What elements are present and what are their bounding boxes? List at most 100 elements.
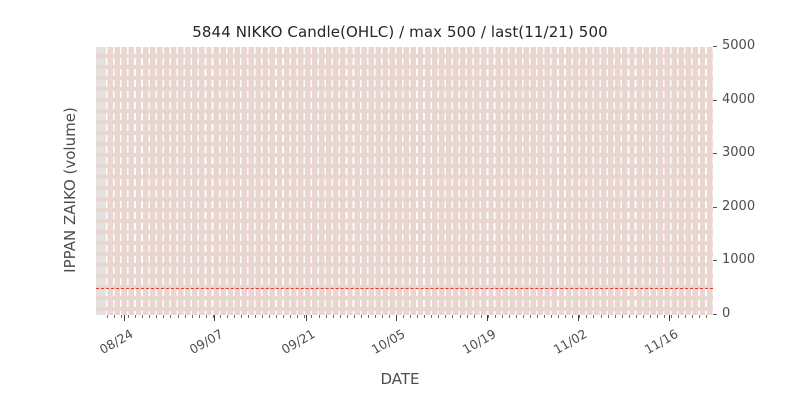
x-axis-minor-tick <box>283 315 285 318</box>
x-axis-minor-tick <box>671 315 672 318</box>
y-axis-tick-label: 4000 <box>722 91 756 107</box>
y-axis-tick-mark <box>713 46 717 47</box>
y-axis-tick-mark <box>713 153 717 155</box>
x-axis-minor-tick <box>614 315 616 318</box>
x-axis-minor-tick <box>445 315 447 318</box>
x-axis-major-tick <box>123 315 125 321</box>
x-axis-minor-tick <box>607 315 609 318</box>
x-axis-minor-tick <box>367 315 369 318</box>
x-axis-minor-tick <box>417 315 419 318</box>
x-axis-minor-tick <box>240 315 242 318</box>
x-axis-minor-tick <box>346 315 348 318</box>
x-axis-minor-tick <box>107 315 108 318</box>
y-axis-tick-label: 3000 <box>722 145 756 161</box>
x-axis-minor-tick <box>431 315 433 318</box>
x-axis-minor-tick <box>579 315 581 318</box>
x-axis-minor-tick <box>706 315 708 318</box>
y-axis-tick-mark <box>713 99 717 101</box>
x-axis-title: DATE <box>380 370 420 388</box>
x-axis-minor-tick <box>389 315 390 318</box>
x-axis-minor-tick <box>501 315 503 318</box>
x-axis-tick-label: 10/05 <box>369 326 408 358</box>
x-axis-minor-tick <box>262 315 264 318</box>
chart-title: 5844 NIKKO Candle(OHLC) / max 500 / last… <box>192 23 608 41</box>
x-axis-minor-tick <box>163 315 165 318</box>
x-axis-minor-tick <box>226 315 228 318</box>
x-axis-major-tick <box>214 315 216 321</box>
x-axis-minor-tick <box>191 315 193 318</box>
x-axis-minor-tick <box>593 315 595 318</box>
x-axis-minor-tick <box>135 315 137 318</box>
x-axis-minor-tick <box>586 315 588 318</box>
x-axis-minor-tick <box>121 315 123 318</box>
x-axis-minor-tick <box>635 315 637 318</box>
x-axis-minor-tick <box>621 315 623 318</box>
x-axis-minor-tick <box>255 315 257 318</box>
x-axis-minor-tick <box>452 315 454 318</box>
x-axis-minor-tick <box>374 315 376 318</box>
y-axis-tick-mark <box>713 260 717 262</box>
x-axis-minor-tick <box>649 315 651 318</box>
vertical-gridlines <box>106 47 713 315</box>
y-axis-tick-label: 1000 <box>722 252 756 268</box>
x-axis-tick-label: 10/19 <box>459 326 499 358</box>
x-axis-minor-tick <box>304 315 306 318</box>
x-axis-minor-tick <box>692 315 694 318</box>
x-axis-minor-tick <box>678 315 680 318</box>
x-axis-tick-label: 09/07 <box>187 326 226 358</box>
x-axis-minor-tick <box>438 315 440 318</box>
plot-left-margin-band <box>96 47 106 315</box>
x-axis-minor-tick <box>198 315 200 318</box>
max-level-reference-line <box>96 288 713 290</box>
x-axis-minor-tick <box>276 315 278 318</box>
x-axis-minor-tick <box>212 315 214 318</box>
x-axis-minor-tick <box>494 315 496 318</box>
x-axis-tick-label: 09/21 <box>278 326 318 358</box>
x-axis-minor-tick <box>219 315 221 318</box>
x-axis-minor-tick <box>142 315 144 318</box>
x-axis-minor-tick <box>685 315 687 318</box>
x-axis-major-tick <box>487 315 489 321</box>
x-axis-minor-tick <box>332 315 334 318</box>
x-axis-minor-tick <box>600 315 602 318</box>
x-axis-minor-tick <box>515 315 517 318</box>
x-axis-minor-tick <box>149 315 151 318</box>
x-axis-minor-tick <box>290 315 292 318</box>
x-axis-minor-tick <box>663 315 665 318</box>
x-axis-minor-tick <box>459 315 461 318</box>
y-axis-tick-label: 2000 <box>722 198 756 214</box>
x-axis-minor-tick <box>487 315 489 318</box>
y-axis-tick-mark <box>713 314 717 315</box>
x-axis-minor-tick <box>339 315 341 318</box>
x-axis-minor-tick <box>544 315 546 318</box>
x-axis-minor-tick <box>699 315 701 318</box>
x-axis-minor-tick <box>177 315 179 318</box>
x-axis-major-tick <box>305 315 307 321</box>
x-axis-minor-tick <box>325 315 327 318</box>
x-axis-minor-tick <box>233 315 235 318</box>
x-axis-tick-label: 08/24 <box>96 326 136 358</box>
y-axis-tick-label: 0 <box>722 306 731 321</box>
x-axis-minor-tick <box>360 315 362 318</box>
x-axis-minor-tick <box>410 315 412 318</box>
x-axis-minor-tick <box>530 315 531 318</box>
x-axis-minor-tick <box>537 315 539 318</box>
x-axis-minor-tick <box>128 315 130 318</box>
x-axis-minor-tick <box>522 315 524 318</box>
x-axis-minor-tick <box>572 315 574 318</box>
x-axis-minor-tick <box>318 315 320 318</box>
x-axis-minor-tick <box>480 315 482 318</box>
x-axis-minor-tick <box>466 315 468 318</box>
x-axis-minor-tick <box>642 315 644 318</box>
x-axis-minor-tick <box>205 315 207 318</box>
x-axis-minor-tick <box>297 315 299 318</box>
x-axis-minor-tick <box>184 315 186 318</box>
x-axis-minor-tick <box>473 315 475 318</box>
x-axis-minor-tick <box>628 315 630 318</box>
y-axis-tick-mark <box>713 206 717 208</box>
x-axis-minor-tick <box>381 315 383 318</box>
x-axis-minor-tick <box>565 315 567 318</box>
plot-area <box>96 47 713 315</box>
x-axis-minor-tick <box>156 315 158 318</box>
